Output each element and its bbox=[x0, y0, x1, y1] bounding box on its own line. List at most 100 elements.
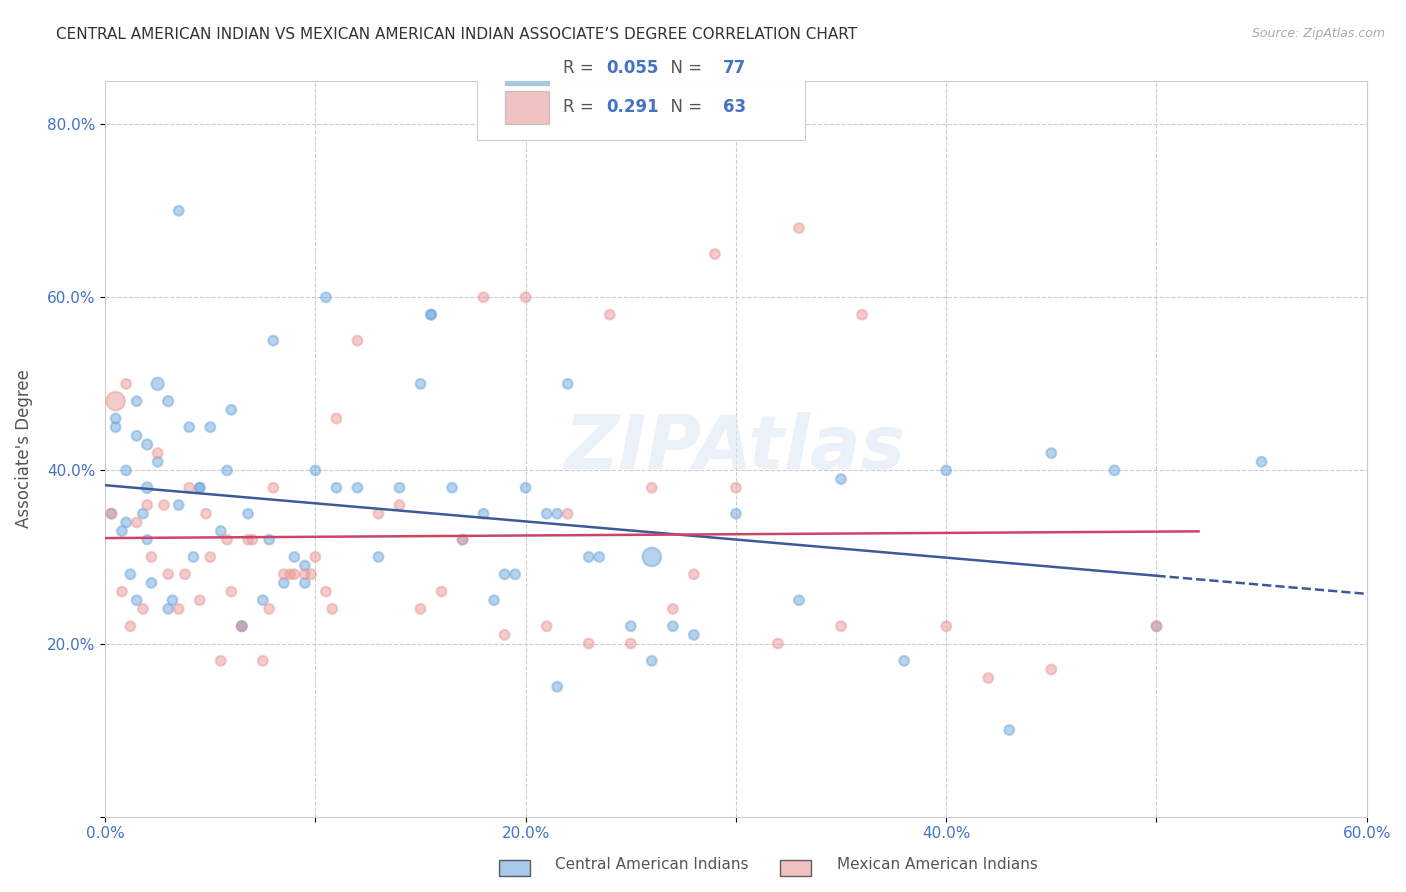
Point bbox=[231, 619, 253, 633]
Point bbox=[115, 516, 138, 530]
Point bbox=[662, 619, 685, 633]
Point bbox=[278, 567, 301, 582]
Point bbox=[240, 533, 263, 547]
Point bbox=[236, 507, 259, 521]
Point bbox=[252, 593, 274, 607]
Point bbox=[136, 437, 159, 451]
Point bbox=[641, 654, 664, 668]
Text: N =: N = bbox=[661, 98, 707, 116]
Point bbox=[188, 593, 211, 607]
Point bbox=[125, 394, 148, 409]
Point bbox=[641, 549, 664, 564]
Point bbox=[703, 247, 725, 261]
Point bbox=[115, 463, 138, 477]
Point bbox=[503, 567, 526, 582]
Point bbox=[321, 602, 343, 616]
Point bbox=[125, 593, 148, 607]
Point bbox=[273, 567, 295, 582]
Point bbox=[578, 636, 600, 650]
Point bbox=[100, 507, 122, 521]
Point bbox=[219, 584, 242, 599]
Text: 77: 77 bbox=[723, 59, 747, 77]
Point bbox=[162, 593, 184, 607]
FancyBboxPatch shape bbox=[477, 29, 806, 140]
Point bbox=[430, 584, 453, 599]
Point bbox=[1146, 619, 1168, 633]
Point bbox=[420, 308, 443, 322]
Point bbox=[141, 576, 163, 591]
Point bbox=[111, 524, 134, 538]
Point bbox=[299, 567, 322, 582]
Point bbox=[724, 507, 747, 521]
Point bbox=[935, 619, 957, 633]
Point bbox=[283, 549, 305, 564]
Point bbox=[662, 602, 685, 616]
Y-axis label: Associate's Degree: Associate's Degree bbox=[15, 369, 32, 528]
Point bbox=[183, 549, 205, 564]
Text: R =: R = bbox=[562, 98, 599, 116]
Point bbox=[283, 567, 305, 582]
Point bbox=[167, 602, 190, 616]
Point bbox=[830, 619, 852, 633]
Point bbox=[546, 680, 568, 694]
Point bbox=[157, 394, 180, 409]
Point bbox=[451, 533, 474, 547]
Point bbox=[231, 619, 253, 633]
Point bbox=[472, 507, 495, 521]
Point bbox=[1040, 663, 1063, 677]
Point bbox=[787, 593, 810, 607]
Point bbox=[515, 290, 537, 304]
Point bbox=[136, 533, 159, 547]
Point bbox=[315, 290, 337, 304]
Point bbox=[273, 576, 295, 591]
Point bbox=[588, 549, 610, 564]
Point bbox=[451, 533, 474, 547]
Point bbox=[195, 507, 218, 521]
Point bbox=[167, 498, 190, 512]
Point bbox=[209, 524, 232, 538]
Text: 0.055: 0.055 bbox=[606, 59, 658, 77]
Point bbox=[724, 481, 747, 495]
Point bbox=[536, 619, 558, 633]
Point bbox=[179, 481, 201, 495]
Point bbox=[125, 516, 148, 530]
Point bbox=[125, 429, 148, 443]
Point bbox=[766, 636, 789, 650]
Point bbox=[546, 507, 568, 521]
Point bbox=[787, 221, 810, 235]
Point bbox=[388, 481, 411, 495]
Text: ZIPAtlas: ZIPAtlas bbox=[565, 412, 907, 485]
Point bbox=[851, 308, 873, 322]
Point bbox=[409, 376, 432, 391]
Point bbox=[179, 420, 201, 434]
Point bbox=[200, 420, 222, 434]
Point bbox=[146, 455, 169, 469]
Point bbox=[304, 463, 326, 477]
Point bbox=[441, 481, 464, 495]
Point bbox=[620, 619, 643, 633]
Point bbox=[294, 567, 316, 582]
Text: N =: N = bbox=[661, 59, 707, 77]
Point bbox=[174, 567, 197, 582]
Point bbox=[188, 481, 211, 495]
Point bbox=[1146, 619, 1168, 633]
Point bbox=[136, 481, 159, 495]
Point bbox=[146, 446, 169, 460]
Point bbox=[409, 602, 432, 616]
Point bbox=[515, 481, 537, 495]
Text: 63: 63 bbox=[723, 98, 747, 116]
Point bbox=[217, 463, 239, 477]
Point bbox=[231, 619, 253, 633]
Point bbox=[557, 507, 579, 521]
Point bbox=[257, 533, 280, 547]
Point bbox=[252, 654, 274, 668]
Text: CENTRAL AMERICAN INDIAN VS MEXICAN AMERICAN INDIAN ASSOCIATE’S DEGREE CORRELATIO: CENTRAL AMERICAN INDIAN VS MEXICAN AMERI… bbox=[56, 27, 858, 42]
Point bbox=[120, 567, 142, 582]
Point bbox=[132, 602, 155, 616]
Point bbox=[262, 481, 284, 495]
Point bbox=[998, 723, 1021, 737]
Point bbox=[472, 290, 495, 304]
Point bbox=[111, 584, 134, 599]
Text: Mexican American Indians: Mexican American Indians bbox=[837, 857, 1038, 872]
Point bbox=[578, 549, 600, 564]
